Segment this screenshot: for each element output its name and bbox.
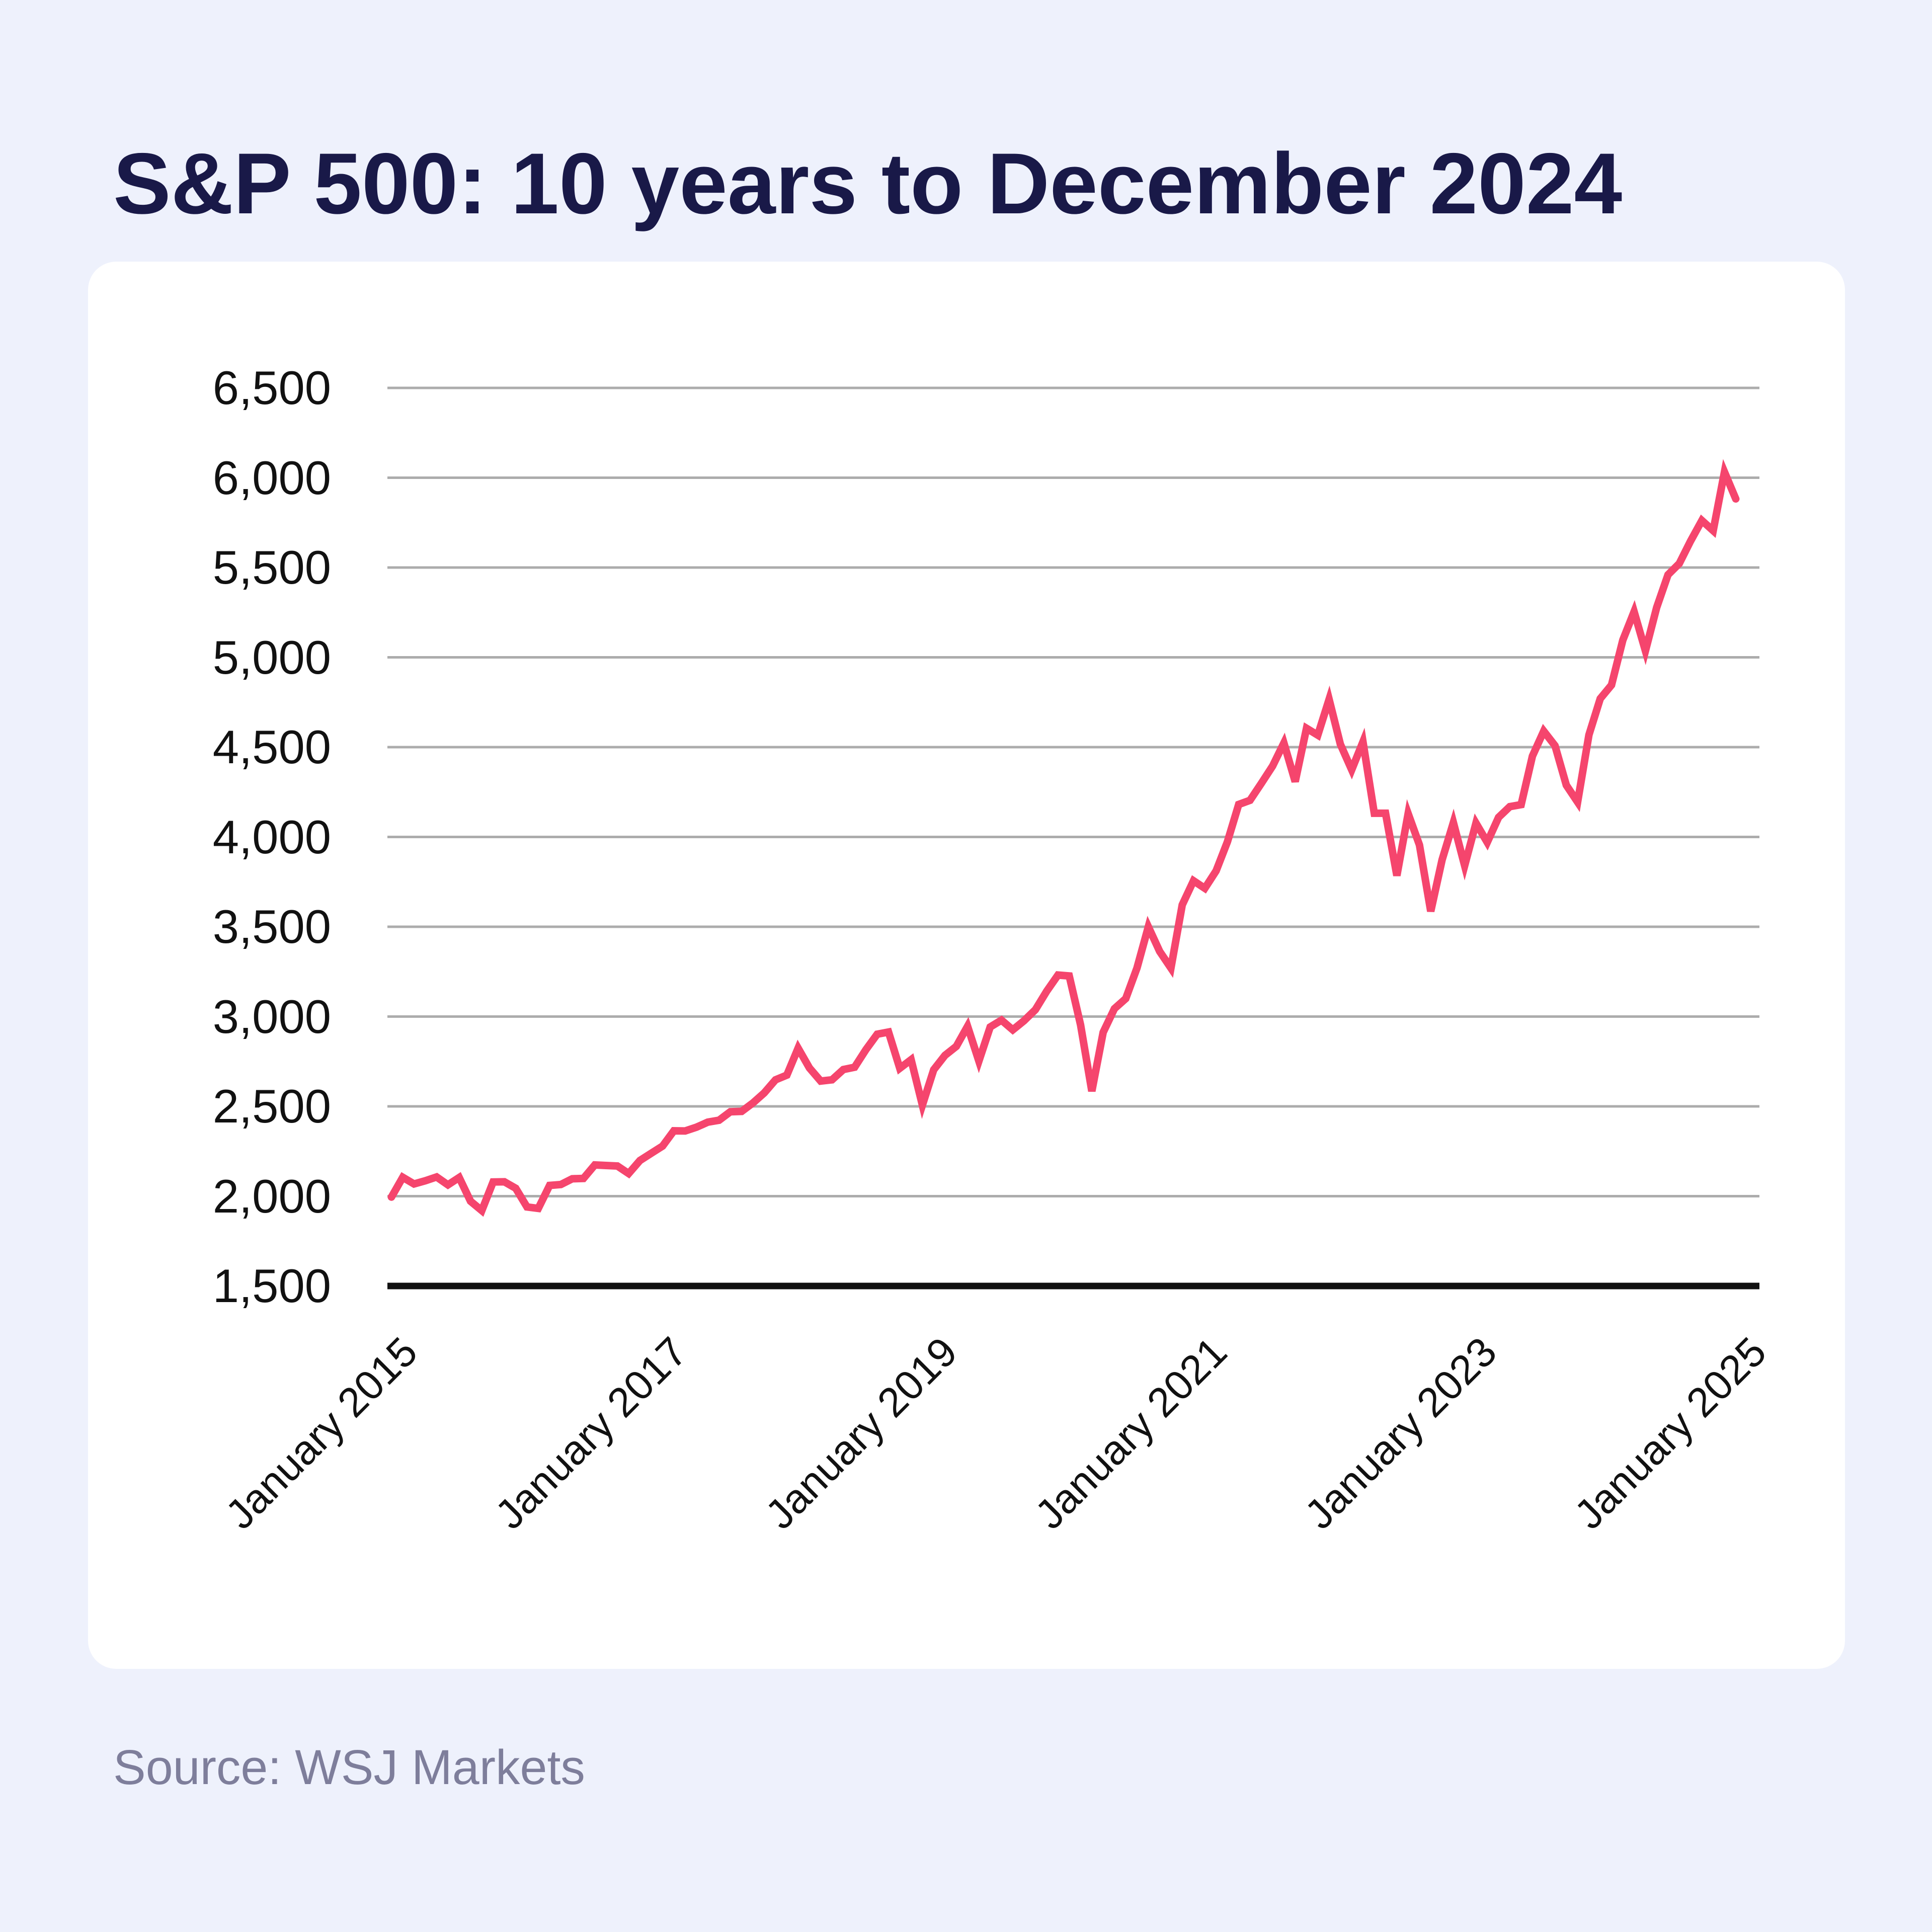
y-axis-tick-label: 3,000 [212, 990, 331, 1043]
gridlines [387, 386, 1759, 1197]
y-axis-tick-label: 5,500 [212, 541, 331, 594]
y-axis-tick-label: 2,500 [212, 1080, 331, 1133]
y-axis-tick-label: 3,500 [212, 900, 331, 953]
y-axis-tick-label: 6,500 [212, 361, 331, 414]
y-axis-tick-label: 2,000 [212, 1169, 331, 1223]
y-axis-tick-label: 6,000 [212, 451, 331, 504]
y-axis-tick-label: 1,500 [212, 1259, 331, 1312]
source-caption: Source: WSJ Markets [113, 1740, 585, 1795]
y-axis-tick-label: 5,000 [212, 630, 331, 684]
y-axis-tick-label: 4,500 [212, 720, 331, 773]
page-title: S&P 500: 10 years to December 2024 [113, 135, 1623, 232]
chart-card [88, 262, 1845, 1669]
y-axis-tick-label: 4,000 [212, 810, 331, 863]
sp500-line [387, 459, 1740, 1217]
